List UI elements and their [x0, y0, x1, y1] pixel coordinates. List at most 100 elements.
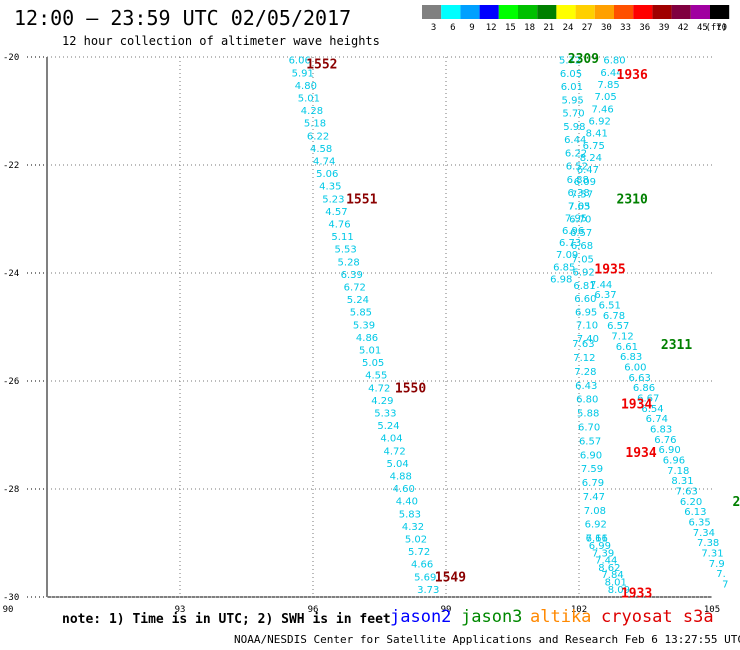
legend-jason3: jason3 — [461, 607, 523, 627]
x-tick-label: 90 — [3, 605, 14, 615]
wave-height-value: 7.05 — [568, 201, 590, 212]
wave-height-value: 6.92 — [573, 268, 595, 279]
wave-height-value: 7.63 — [572, 339, 594, 350]
wave-height-value: 7.05 — [572, 254, 594, 265]
wave-height-value: 6.99 — [589, 541, 611, 552]
wave-height-value: 5.33 — [374, 409, 396, 420]
credit-line: NOAA/NESDIS Center for Satellite Applica… — [234, 633, 740, 646]
wave-height-value: 5.02 — [405, 535, 427, 546]
y-tick-label: -26 — [3, 377, 19, 387]
wave-height-value: 6.22 — [565, 148, 587, 159]
wave-height-value: 6.83 — [620, 352, 642, 363]
wave-height-value: 4.57 — [325, 207, 347, 218]
legend-swatch — [652, 5, 672, 19]
y-tick-label: -22 — [3, 161, 19, 171]
wave-height-value: 6.81 — [573, 281, 595, 292]
wave-height-value: 6.54 — [641, 404, 663, 415]
wave-height-value: 7.47 — [583, 492, 605, 503]
chart-title: 12:00 – 23:59 UTC 02/05/2017 — [14, 6, 352, 30]
wave-height-value: 7.28 — [574, 367, 596, 378]
wave-height-value: 6.05 — [560, 69, 582, 80]
wave-height-value: 6.83 — [650, 424, 672, 435]
legend-tick-label: 42 — [678, 23, 689, 33]
wave-height-value: 7.44 — [595, 556, 617, 567]
wave-height-value: 4.58 — [310, 144, 332, 155]
wave-height-value: 5.98 — [563, 122, 585, 133]
wave-height-value: 5.69 — [414, 572, 436, 583]
wave-height-value: 5.88 — [577, 409, 599, 420]
wave-height-value: 6.73 — [559, 238, 581, 249]
legend-tick-label: 39 — [659, 23, 670, 33]
wave-height-value: 6.09 — [574, 177, 596, 188]
wave-height-value: 6.74 — [646, 414, 668, 425]
orbit-pass-label: 1934 — [625, 446, 656, 461]
x-tick-label: 99 — [441, 605, 452, 615]
legend-swatch — [460, 5, 480, 19]
wave-height-value: 6.67 — [637, 393, 659, 404]
legend-swatch — [498, 5, 518, 19]
chart-subtitle: 12 hour collection of altimeter wave hei… — [62, 34, 380, 48]
wave-height-value: 6.37 — [594, 290, 616, 301]
legend-tick-label: 36 — [639, 23, 650, 33]
wave-height-value: 7.46 — [592, 104, 614, 115]
wave-height-value: 7.63 — [676, 486, 698, 497]
wave-height-value: 6.96 — [663, 455, 685, 466]
wave-height-value: 4.66 — [411, 560, 433, 571]
x-tick-label: 102 — [571, 605, 587, 615]
wave-height-value: 6.66 — [586, 534, 608, 545]
wave-height-value: 8.09 — [608, 585, 630, 596]
wave-height-value: 7.08 — [584, 506, 606, 517]
y-tick-label: -28 — [3, 485, 19, 495]
wave-height-value: 6.86 — [633, 383, 655, 394]
wave-height-value: 7.39 — [592, 548, 614, 559]
wave-height-value: 6.38 — [567, 188, 589, 199]
wave-height-value: 6.06 — [289, 56, 311, 67]
legend-swatch — [690, 5, 710, 19]
wave-height-value: 5.95 — [562, 95, 584, 106]
wave-height-value: 8.31 — [671, 476, 693, 487]
legend-swatch — [518, 5, 538, 19]
wave-height-value: 6.35 — [688, 517, 710, 528]
wave-height-value: 4.72 — [368, 383, 390, 394]
wave-height-value: 6.95 — [575, 307, 597, 318]
legend-unit: (ft) — [706, 23, 728, 33]
wave-height-value: 7.9 — [709, 559, 725, 570]
orbit-pass-label: 1551 — [346, 192, 377, 207]
orbit-pass-label: 2311 — [661, 338, 692, 353]
wave-height-value: 6.43 — [575, 381, 597, 392]
wave-height-value: 7.05 — [594, 92, 616, 103]
wave-height-value: 6.90 — [580, 450, 602, 461]
wave-height-value: 5.28 — [338, 257, 360, 268]
wave-height-value: 4.80 — [295, 81, 317, 92]
legend-jason2: jason2 — [390, 607, 452, 627]
legend-tick-label: 18 — [524, 23, 535, 33]
wave-height-value: 6.90 — [659, 445, 681, 456]
wave-height-value: 6.51 — [599, 300, 621, 311]
wave-height-value: 6.79 — [582, 478, 604, 489]
wave-height-value: 4.35 — [319, 182, 341, 193]
legend-cryosat-s3a: cryosat s3a — [601, 607, 714, 627]
wave-height-value: 6.57 — [607, 321, 629, 332]
legend-tick-label: 30 — [601, 23, 612, 33]
wave-height-value: 5.05 — [362, 358, 384, 369]
wave-height-value: 7.12 — [573, 353, 595, 364]
wave-height-value: 3.73 — [417, 585, 439, 596]
wave-height-value: 5.11 — [331, 232, 353, 243]
wave-height-value: 6.44 — [600, 68, 622, 79]
wave-height-value: 5.83 — [399, 509, 421, 520]
wave-height-value: 7.57 — [571, 189, 593, 200]
y-tick-label: -20 — [3, 53, 19, 63]
wave-height-value: 4.28 — [301, 106, 323, 117]
wave-height-value: 7.18 — [667, 466, 689, 477]
wave-height-value: 6.20 — [680, 497, 702, 508]
legend-swatch — [575, 5, 595, 19]
wave-height-value: 6.57 — [570, 228, 592, 239]
wave-height-value: 6.96 — [562, 226, 584, 237]
wave-height-value: 4.55 — [365, 371, 387, 382]
wave-height-value: 6.68 — [571, 241, 593, 252]
orbit-pass-label: 1549 — [435, 570, 466, 585]
wave-height-value: 6.00 — [624, 362, 646, 373]
legend-swatch — [422, 5, 442, 19]
wave-height-value: 7.10 — [576, 321, 598, 332]
